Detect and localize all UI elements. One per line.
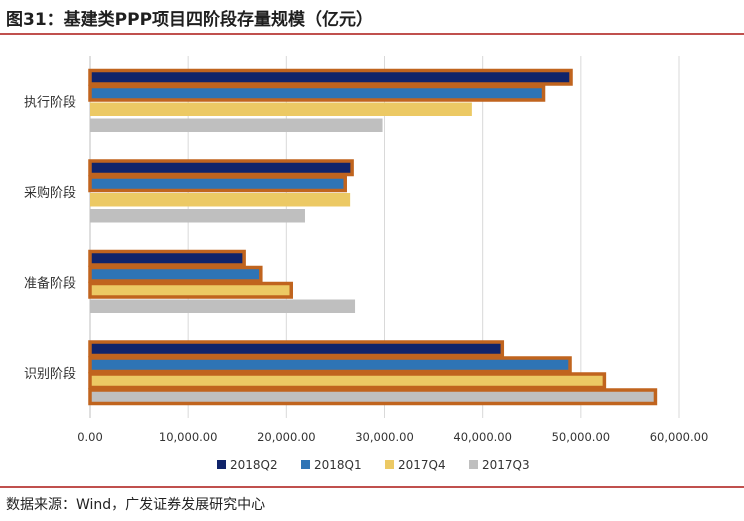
- x-tick-label: 10,000.00: [159, 430, 218, 444]
- bar-2017q4: [90, 193, 351, 207]
- bar-2017q4: [88, 372, 607, 390]
- x-tick-label: 50,000.00: [552, 430, 611, 444]
- legend-label: 2017Q4: [398, 458, 446, 472]
- bar-2018q1: [88, 175, 347, 193]
- bar-2018q1: [88, 84, 546, 102]
- bar-2018q1: [88, 265, 263, 283]
- legend-swatch: [469, 460, 478, 469]
- legend-label: 2017Q3: [482, 458, 530, 472]
- legend-swatch: [217, 460, 226, 469]
- bar-2018q2: [88, 340, 505, 358]
- x-tick-label: 60,000.00: [650, 430, 709, 444]
- legend-label: 2018Q1: [314, 458, 362, 472]
- x-tick-label: 40,000.00: [453, 430, 512, 444]
- category-label: 采购阶段: [24, 185, 76, 201]
- legend-label: 2018Q2: [230, 458, 278, 472]
- bar-2018q2: [88, 68, 573, 86]
- legend-swatch: [385, 460, 394, 469]
- bar-chart: 0.00 10,000.00 20,000.00 30,000.00 40,000.00…: [24, 56, 709, 472]
- x-tick-label: 20,000.00: [257, 430, 316, 444]
- footer-rule: [0, 486, 744, 488]
- header-rule: [0, 33, 744, 35]
- category-label: 准备阶段: [24, 275, 76, 291]
- source-note: 数据来源：Wind，广发证券发展研究中心: [6, 497, 266, 513]
- x-tick-label: 0.00: [77, 430, 103, 444]
- bar-2017q3: [88, 388, 658, 406]
- legend-swatch: [301, 460, 310, 469]
- bar-2018q1: [88, 356, 572, 374]
- figure-title: 图31：基建类PPP项目四阶段存量规模（亿元）: [6, 10, 374, 30]
- bar-2018q2: [88, 159, 354, 177]
- bar-2018q2: [88, 249, 246, 267]
- bar-2017q4: [88, 281, 293, 299]
- bar-2017q3: [90, 118, 383, 132]
- bar-2017q3: [90, 299, 356, 313]
- category-label: 执行阶段: [24, 95, 76, 110]
- bar-2017q3: [90, 209, 305, 223]
- x-tick-label: 30,000.00: [355, 430, 414, 444]
- category-label: 识别阶段: [24, 367, 76, 382]
- figure-header: 图31：基建类PPP项目四阶段存量规模（亿元）: [0, 0, 744, 34]
- bar-2017q4: [90, 102, 472, 116]
